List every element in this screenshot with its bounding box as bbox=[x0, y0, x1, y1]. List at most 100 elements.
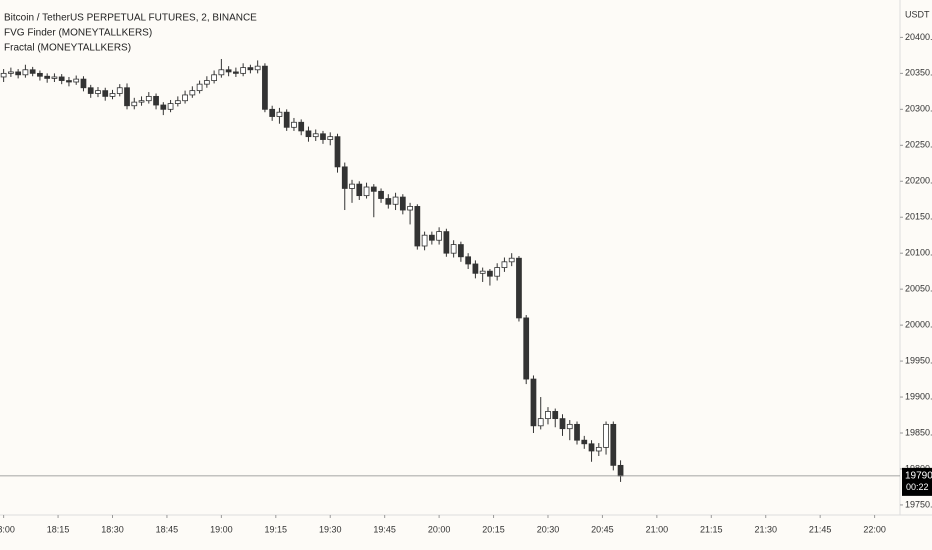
candle-body bbox=[537, 418, 544, 427]
candle-body bbox=[414, 206, 421, 247]
candle-body bbox=[211, 74, 217, 81]
candle-body bbox=[37, 72, 43, 77]
candle-body bbox=[0, 72, 7, 78]
candle-body bbox=[501, 261, 508, 268]
candle-body bbox=[341, 166, 348, 189]
candle-body bbox=[559, 418, 566, 430]
candle-body bbox=[407, 206, 413, 211]
y-tick-label: 20250.0 bbox=[905, 140, 932, 150]
candle-body bbox=[58, 76, 65, 81]
candle-body bbox=[247, 67, 254, 71]
candle-body bbox=[581, 439, 588, 445]
candle-body bbox=[458, 244, 464, 258]
candle-body bbox=[349, 183, 355, 189]
candle-body bbox=[174, 100, 181, 104]
y-tick-label: 20400.0 bbox=[905, 32, 932, 42]
candle-body bbox=[15, 71, 22, 76]
candle-body bbox=[305, 130, 312, 138]
candle-body bbox=[66, 80, 72, 83]
candle-body bbox=[283, 111, 290, 128]
candle-body bbox=[610, 423, 617, 466]
candle-body bbox=[588, 443, 595, 452]
y-tick-label: 19950.0 bbox=[905, 355, 932, 365]
y-tick-label: 20100.0 bbox=[905, 248, 932, 258]
candle-body bbox=[428, 234, 435, 241]
candle-body bbox=[233, 71, 239, 74]
last-price-box bbox=[902, 467, 932, 496]
x-tick-label: 19:15 bbox=[265, 524, 288, 534]
candle-body bbox=[102, 90, 109, 97]
y-tick-label: 20300.0 bbox=[905, 104, 932, 114]
candle-body bbox=[385, 198, 392, 205]
y-tick-label: 20150.0 bbox=[905, 212, 932, 222]
x-tick-label: 20:45 bbox=[591, 524, 614, 534]
y-tick-label: 20350.0 bbox=[905, 68, 932, 78]
candle-body bbox=[254, 65, 261, 71]
candle-body bbox=[443, 231, 450, 254]
candle-body bbox=[87, 87, 94, 94]
candle-body bbox=[131, 101, 138, 107]
candle-body bbox=[552, 411, 559, 420]
candle-body bbox=[153, 95, 159, 106]
candle-body bbox=[124, 87, 130, 107]
candle-body bbox=[523, 317, 530, 380]
candle-body bbox=[472, 263, 479, 274]
candle-body bbox=[327, 136, 334, 140]
candle-body bbox=[617, 464, 624, 477]
candle-body bbox=[603, 423, 609, 448]
x-tick-label: 20:15 bbox=[482, 524, 505, 534]
candle-body bbox=[145, 95, 152, 102]
candle-body bbox=[269, 108, 276, 117]
last-price-label: 19790.4 bbox=[905, 471, 932, 482]
candle-body bbox=[262, 65, 268, 110]
candle-body bbox=[566, 423, 573, 430]
y-tick-label: 19850.0 bbox=[905, 427, 932, 437]
x-tick-label: 19:45 bbox=[373, 524, 396, 534]
x-tick-label: 19:30 bbox=[319, 524, 342, 534]
candle-body bbox=[95, 90, 101, 94]
candle-body bbox=[494, 267, 501, 277]
x-tick-label: 18:45 bbox=[156, 524, 179, 534]
candle-body bbox=[73, 78, 80, 83]
x-tick-label: 20:30 bbox=[537, 524, 560, 534]
candle-body bbox=[22, 69, 29, 76]
plot bbox=[0, 58, 624, 482]
candle-body bbox=[320, 133, 326, 140]
candle-body bbox=[225, 69, 232, 73]
candle-body bbox=[487, 270, 493, 277]
indicator-label: Fractal (MONEYTALLKERS) bbox=[4, 43, 131, 54]
candle-body bbox=[80, 78, 87, 89]
y-tick-label: 20000.0 bbox=[905, 319, 932, 329]
candle-body bbox=[240, 67, 247, 74]
y-tick-label: 20200.0 bbox=[905, 176, 932, 186]
candle-body bbox=[109, 93, 116, 97]
candle-body bbox=[465, 256, 472, 265]
chart-title: Bitcoin / TetherUS PERPETUAL FUTURES, 2,… bbox=[4, 13, 257, 24]
candle-body bbox=[312, 133, 319, 138]
countdown-label: 00:22 bbox=[906, 482, 929, 492]
candle-body bbox=[51, 76, 58, 79]
candle-body bbox=[530, 378, 537, 427]
candle-body bbox=[399, 196, 406, 211]
candle-body bbox=[8, 71, 14, 74]
candle-body bbox=[450, 244, 457, 254]
candle-body bbox=[167, 103, 174, 110]
x-tick-label: 21:30 bbox=[754, 524, 777, 534]
candle-body bbox=[574, 423, 580, 441]
candle-body bbox=[116, 87, 123, 94]
candle-body bbox=[203, 80, 210, 85]
x-tick-label: 18:00 bbox=[0, 524, 15, 534]
x-tick-label: 18:30 bbox=[101, 524, 124, 534]
candle-body bbox=[334, 136, 341, 168]
candle-body bbox=[29, 69, 36, 74]
x-tick-label: 19:00 bbox=[210, 524, 233, 534]
x-tick-label: 20:00 bbox=[428, 524, 451, 534]
candle-body bbox=[182, 94, 188, 102]
candle-body bbox=[421, 234, 428, 247]
x-tick-label: 21:00 bbox=[646, 524, 669, 534]
candle-body bbox=[218, 69, 225, 76]
candle-body bbox=[291, 121, 297, 128]
y-tick-label: 19750.0 bbox=[905, 499, 932, 509]
indicator-label: FVG Finder (MONEYTALLKERS) bbox=[4, 28, 152, 39]
